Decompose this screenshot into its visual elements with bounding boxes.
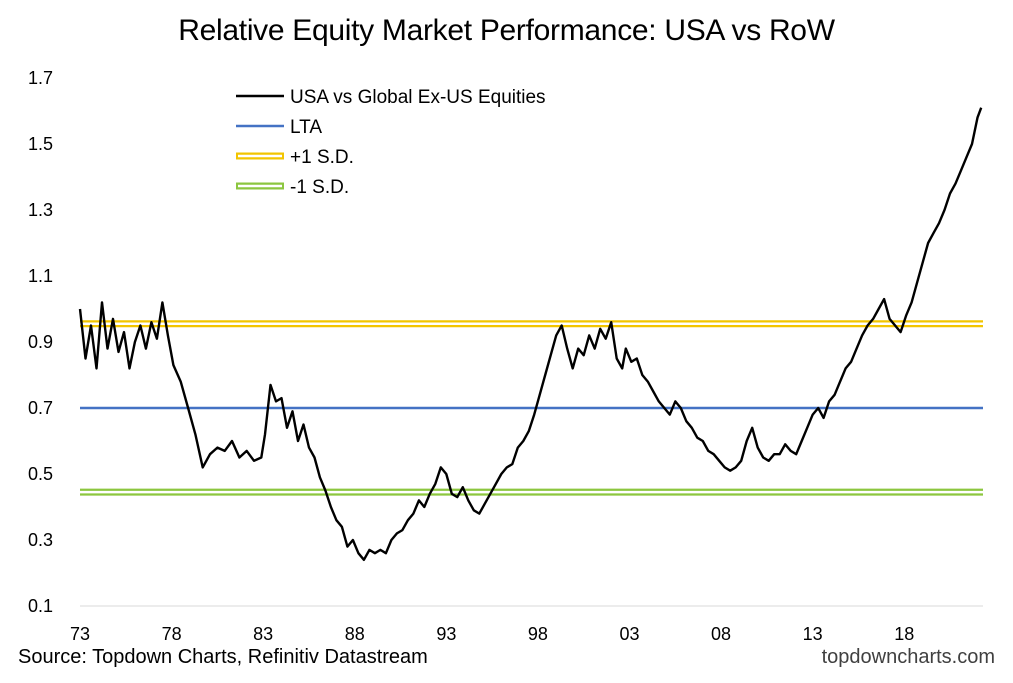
x-tick-label: 83 [253,624,273,644]
y-tick-label: 0.9 [28,332,53,352]
legend-label: USA vs Global Ex-US Equities [290,87,546,108]
y-tick-label: 1.1 [28,266,53,286]
source-note: Source: Topdown Charts, Refinitiv Datast… [18,646,428,668]
legend-item: +1 S.D. [236,147,354,168]
y-tick-label: 0.3 [28,530,53,550]
x-tick-label: 78 [162,624,182,644]
y-tick-label: 0.1 [28,596,53,616]
legend-item: USA vs Global Ex-US Equities [236,87,546,108]
x-tick-label: 88 [345,624,365,644]
plot-area [78,107,983,561]
legend-label: LTA [290,117,322,138]
x-tick-label: 13 [803,624,823,644]
y-tick-label: 1.7 [28,68,53,88]
chart-title: Relative Equity Market Performance: USA … [178,14,835,47]
y-tick-label: 1.5 [28,134,53,154]
y-tick-label: 0.7 [28,398,53,418]
x-tick-label: 18 [894,624,914,644]
x-tick-label: 73 [70,624,90,644]
legend-item: LTA [236,117,322,138]
legend-label: -1 S.D. [290,177,349,198]
x-tick-label: 93 [436,624,456,644]
legend: USA vs Global Ex-US Equities LTA +1 S.D. -1… [236,87,546,198]
y-tick-label: 0.5 [28,464,53,484]
x-tick-label: 98 [528,624,548,644]
y-tick-label: 1.3 [28,200,53,220]
legend-label: +1 S.D. [290,147,354,168]
x-tick-label: 08 [711,624,731,644]
legend-item: -1 S.D. [236,177,349,198]
x-axis: 73 78 83 88 93 98 03 08 13 18 [70,605,983,644]
brand-watermark: topdowncharts.com [821,646,995,668]
x-tick-label: 03 [619,624,639,644]
series-line-usa-vs-global-ex-us-equities [78,107,983,561]
y-axis: 1.7 1.5 1.3 1.1 0.9 0.7 0.5 0.3 0.1 [28,68,53,616]
